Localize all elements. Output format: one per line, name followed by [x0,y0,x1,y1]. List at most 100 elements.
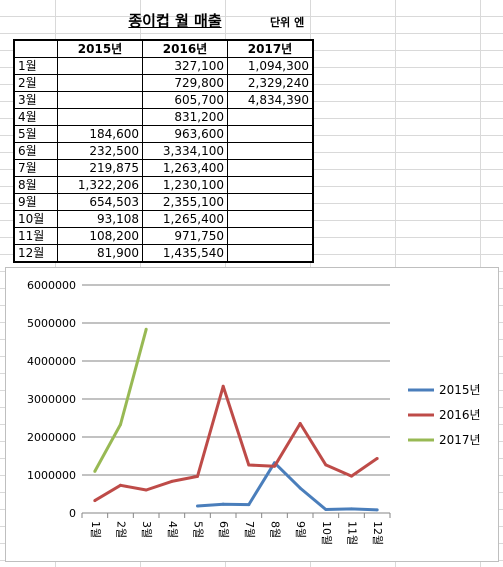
value-cell[interactable]: 93,108 [57,210,143,228]
value-cell[interactable]: 2,355,100 [142,193,228,211]
value-cell[interactable] [227,108,314,126]
data-point [247,463,251,467]
table-row: 3월 605,700 4,834,390 [13,91,314,109]
value-cell[interactable]: 963,600 [142,125,228,143]
x-tick-label: 11월 [346,521,359,545]
x-tick-label: 12월 [371,521,384,545]
legend-label: 2017년 [439,433,481,447]
month-cell[interactable]: 11월 [13,227,58,245]
sales-table: 2015년 2016년 2017년 1월 327,100 1,094,300 2월 72… [13,39,314,263]
value-cell[interactable]: 1,322,206 [57,176,143,194]
month-cell[interactable]: 7월 [13,159,58,177]
value-cell[interactable]: 1,094,300 [227,57,314,75]
x-tick-label: 4월 [166,521,179,538]
value-cell[interactable]: 831,200 [142,108,228,126]
y-tick-label: 4000000 [27,355,76,368]
line-chart: 0 1000000 2000000 3000000 4000000 5000000 6000… [27,279,481,545]
value-cell[interactable] [227,193,314,211]
data-point [221,384,225,388]
value-cell[interactable] [227,142,314,160]
y-tick-label: 3000000 [27,393,76,406]
table-row: 6월 232,500 3,334,100 [13,142,314,160]
table-row: 9월 654,503 2,355,100 [13,193,314,211]
table-header-row: 2015년 2016년 2017년 [13,39,314,58]
header-cell[interactable]: 2017년 [227,39,314,58]
value-cell[interactable]: 729,800 [142,74,228,92]
month-cell[interactable]: 8월 [13,176,58,194]
value-cell[interactable]: 4,834,390 [227,91,314,109]
value-cell[interactable]: 1,435,540 [142,244,228,263]
chart-area[interactable]: 0 1000000 2000000 3000000 4000000 5000000 6000… [5,267,499,562]
series-line [94,384,379,502]
month-cell[interactable]: 10월 [13,210,58,228]
x-tick-label: 2월 [115,521,128,538]
header-cell[interactable]: 2015년 [57,39,143,58]
value-cell[interactable] [57,57,143,75]
value-cell[interactable]: 327,100 [142,57,228,75]
value-cell[interactable] [227,176,314,194]
value-cell[interactable] [227,244,314,263]
data-point [375,456,379,460]
table-row: 2월 729,800 2,329,240 [13,74,314,92]
header-cell[interactable]: 2016년 [142,39,228,58]
value-cell[interactable]: 232,500 [57,142,143,160]
x-tick-label: 7월 [243,521,256,538]
y-tick-label: 1000000 [27,469,76,482]
x-tick-label: 3월 [140,521,153,538]
month-cell[interactable]: 12월 [13,244,58,263]
month-cell[interactable]: 5월 [13,125,58,143]
table-row: 11월 108,200 971,750 [13,227,314,245]
x-tick-label: 6월 [217,521,230,538]
value-cell[interactable] [227,159,314,177]
data-point [144,488,148,492]
month-cell[interactable]: 4월 [13,108,58,126]
data-point [298,486,302,490]
value-cell[interactable]: 971,750 [142,227,228,245]
table-row: 1월 327,100 1,094,300 [13,57,314,75]
header-cell[interactable] [13,39,58,58]
y-tick-label: 5000000 [27,317,76,330]
x-tick-label: 1월 [89,521,102,538]
table-row: 10월 93,108 1,265,400 [13,210,314,228]
month-cell[interactable]: 9월 [13,193,58,211]
table-row: 7월 219,875 1,263,400 [13,159,314,177]
value-cell[interactable] [227,227,314,245]
y-tick-label: 0 [69,507,76,520]
data-point [375,508,379,512]
value-cell[interactable]: 1,263,400 [142,159,228,177]
value-cell[interactable]: 108,200 [57,227,143,245]
data-point [350,474,353,478]
value-cell[interactable] [57,108,143,126]
y-tick-label: 2000000 [27,431,76,444]
table-row: 4월 831,200 [13,108,314,126]
value-cell[interactable]: 2,329,240 [227,74,314,92]
value-cell[interactable] [227,210,314,228]
value-cell[interactable]: 3,334,100 [142,142,228,160]
month-cell[interactable]: 6월 [13,142,58,160]
value-cell[interactable]: 1,265,400 [142,210,228,228]
table-row: 8월 1,322,206 1,230,100 [13,176,314,194]
value-cell[interactable] [57,91,143,109]
data-point [324,463,328,467]
month-cell[interactable]: 3월 [13,91,58,109]
value-cell[interactable]: 81,900 [57,244,143,263]
data-point [196,504,199,508]
data-point [93,499,97,503]
x-tick-label: 9월 [294,521,307,538]
unit-label: 단위 엔 [270,16,305,29]
series-line [93,328,148,473]
value-cell[interactable]: 184,600 [57,125,143,143]
value-cell[interactable]: 605,700 [142,91,228,109]
value-cell[interactable] [227,125,314,143]
data-point [144,327,148,331]
y-tick-label: 6000000 [27,279,76,292]
month-cell[interactable]: 1월 [13,57,58,75]
legend-label: 2016년 [439,408,481,422]
table-row: 12월 81,900 1,435,540 [13,244,314,263]
value-cell[interactable]: 219,875 [57,159,143,177]
value-cell[interactable] [57,74,143,92]
value-cell[interactable]: 654,503 [57,193,143,211]
data-point [119,483,122,487]
value-cell[interactable]: 1,230,100 [142,176,228,194]
month-cell[interactable]: 2월 [13,74,58,92]
